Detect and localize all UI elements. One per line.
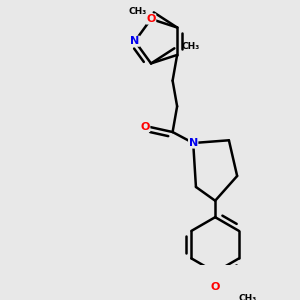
Text: O: O xyxy=(140,122,150,131)
Text: CH₃: CH₃ xyxy=(181,42,200,51)
Text: O: O xyxy=(146,14,156,24)
Text: N: N xyxy=(130,36,140,46)
Text: O: O xyxy=(211,282,220,292)
Text: CH₃: CH₃ xyxy=(129,7,147,16)
Text: CH₃: CH₃ xyxy=(238,294,257,300)
Text: N: N xyxy=(189,138,198,148)
